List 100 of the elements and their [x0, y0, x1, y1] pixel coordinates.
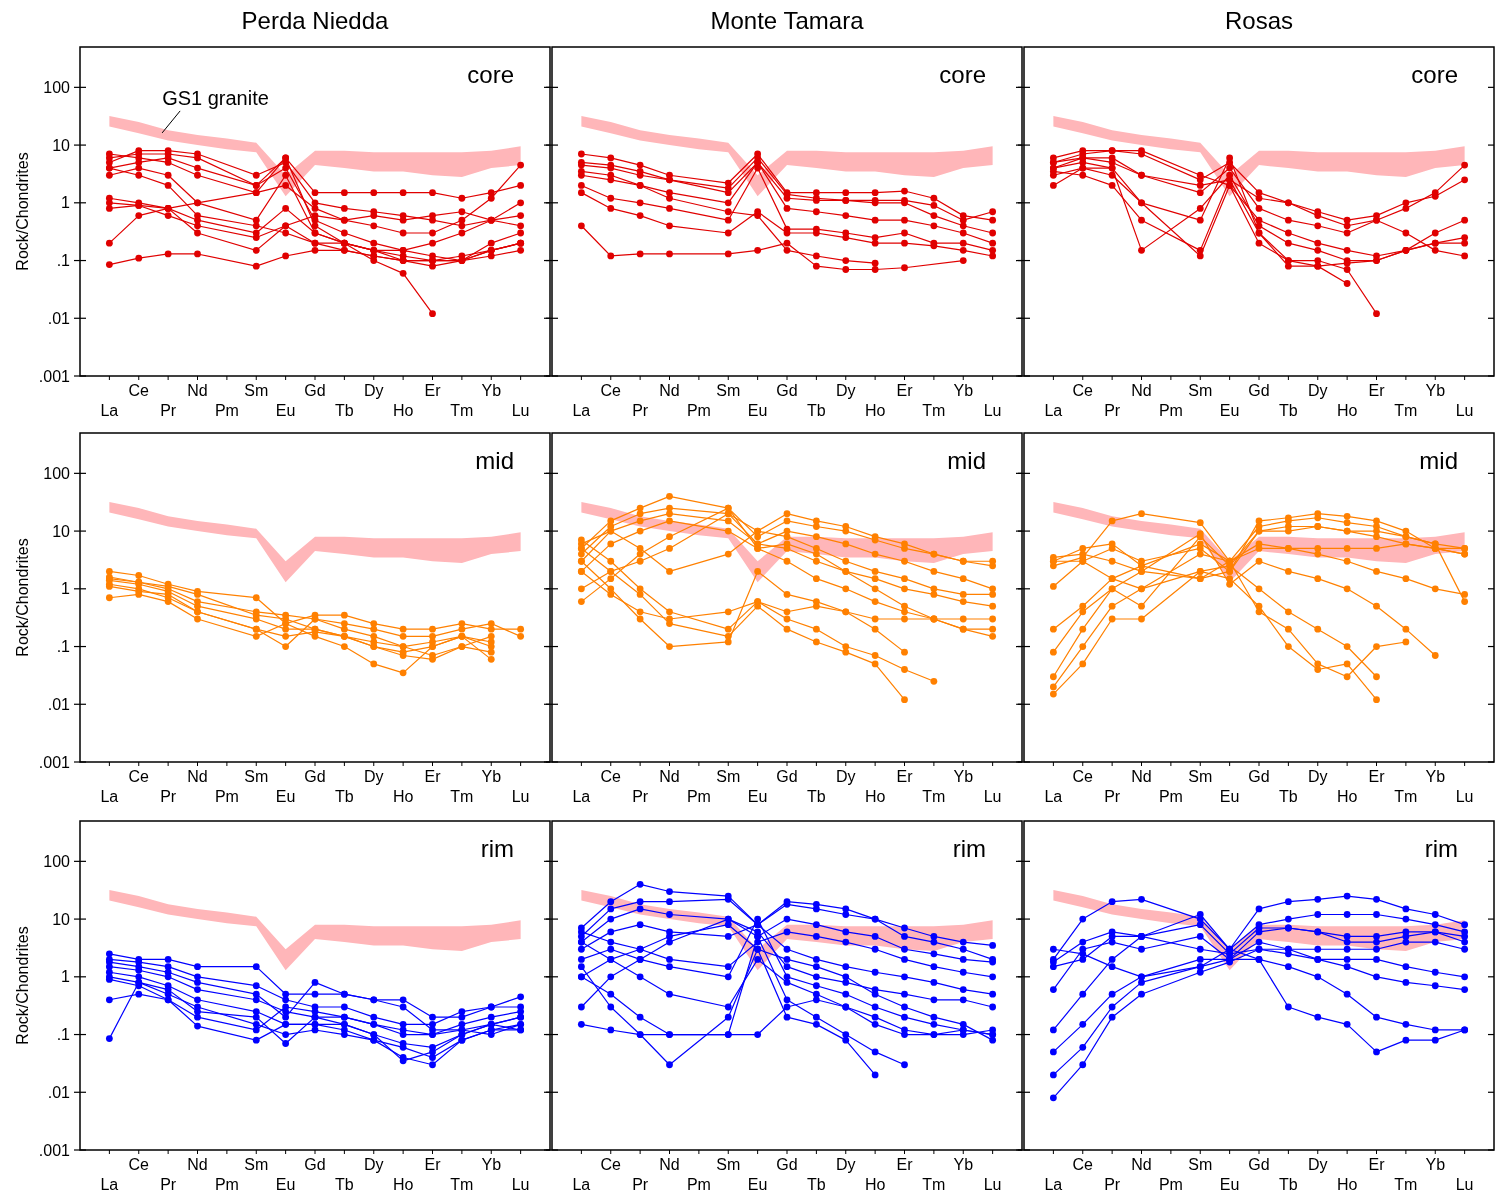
x-tick-label: Tb: [335, 788, 354, 805]
x-tick-label: Sm: [1188, 1156, 1213, 1173]
x-tick-label: Lu: [983, 788, 1002, 805]
annotation: core: [467, 61, 514, 88]
y-tick-label: 100: [43, 464, 71, 482]
x-tick-label: La: [1044, 788, 1063, 805]
x-tick-label: Er: [1368, 768, 1386, 785]
x-tick-label: Pm: [214, 402, 239, 419]
x-tick-label: Ce: [600, 1156, 622, 1173]
x-tick-label: Lu: [983, 1176, 1002, 1193]
y-tick-label: 100: [43, 852, 71, 870]
x-tick-label: Eu: [747, 1176, 768, 1193]
x-tick-label: La: [572, 788, 591, 805]
x-tick-label: Er: [896, 768, 914, 785]
x-tick-label: Dy: [363, 382, 384, 399]
x-tick-label: Tm: [922, 1176, 946, 1193]
x-tick-label: Tb: [1279, 402, 1298, 419]
y-tick-label: .1: [56, 1026, 71, 1044]
x-tick-label: Pm: [214, 1176, 239, 1193]
x-tick-label: Ce: [128, 1156, 150, 1173]
x-tick-label: Gd: [776, 382, 798, 399]
x-tick-label: Ho: [392, 788, 414, 805]
x-tick-label: Ho: [864, 1176, 886, 1193]
x-tick-label: Tm: [1394, 788, 1418, 805]
x-tick-label: Pr: [160, 1176, 177, 1193]
x-tick-label: Gd: [1248, 1156, 1270, 1173]
x-tick-label: Ce: [600, 768, 622, 785]
x-tick-label: La: [100, 1176, 119, 1193]
x-tick-label: Nd: [1131, 1156, 1152, 1173]
x-tick-label: Sm: [716, 382, 741, 399]
x-tick-label: Er: [1368, 1156, 1386, 1173]
y-tick-label: 1: [61, 580, 71, 598]
x-tick-label: Dy: [1307, 382, 1328, 399]
annotation: core: [1411, 61, 1458, 88]
x-tick-label: Nd: [1131, 382, 1152, 399]
x-tick-label: Ce: [1072, 768, 1094, 785]
x-tick-label: Dy: [835, 1156, 856, 1173]
y-tick-label: 10: [52, 910, 71, 928]
x-tick-label: Ho: [1336, 1176, 1358, 1193]
annotation: mid: [947, 447, 986, 474]
x-tick-label: La: [572, 402, 591, 419]
x-tick-label: Lu: [511, 1176, 530, 1193]
x-tick-label: Sm: [1188, 768, 1213, 785]
x-tick-label: Ho: [864, 402, 886, 419]
x-tick-label: Eu: [747, 402, 768, 419]
x-tick-label: Dy: [363, 1156, 384, 1173]
x-tick-label: Er: [896, 1156, 914, 1173]
x-tick-label: Pm: [686, 402, 711, 419]
x-tick-label: Dy: [1307, 1156, 1328, 1173]
y-tick-label: .01: [47, 1083, 71, 1101]
x-tick-label: Eu: [275, 788, 296, 805]
x-tick-label: Tm: [450, 788, 474, 805]
x-tick-label: Pr: [632, 1176, 649, 1193]
x-tick-label: Pm: [214, 788, 239, 805]
x-tick-label: Tb: [1279, 788, 1298, 805]
x-tick-label: Sm: [716, 1156, 741, 1173]
x-tick-label: Tm: [922, 402, 946, 419]
x-tick-label: Ce: [1072, 382, 1094, 399]
x-tick-label: Ce: [128, 768, 150, 785]
x-tick-label: Lu: [511, 402, 530, 419]
x-tick-label: Yb: [1425, 768, 1446, 785]
x-tick-label: Er: [424, 768, 442, 785]
y-tick-label: .1: [56, 638, 71, 656]
x-tick-label: Pm: [1158, 402, 1183, 419]
x-tick-label: La: [1044, 402, 1063, 419]
y-tick-label: 1: [61, 968, 71, 986]
x-tick-label: Gd: [304, 1156, 326, 1173]
x-tick-label: Lu: [511, 788, 530, 805]
x-tick-label: Gd: [1248, 382, 1270, 399]
x-tick-label: Pm: [1158, 788, 1183, 805]
x-tick-label: Ho: [392, 1176, 414, 1193]
x-tick-label: Dy: [835, 768, 856, 785]
x-tick-label: Pm: [1158, 1176, 1183, 1193]
x-tick-label: Eu: [275, 402, 296, 419]
x-tick-label: Nd: [187, 1156, 208, 1173]
y-tick-label: 100: [43, 78, 71, 96]
x-tick-label: Ho: [1336, 402, 1358, 419]
x-tick-label: Tm: [1394, 402, 1418, 419]
x-tick-label: Ce: [1072, 1156, 1094, 1173]
annotation: mid: [475, 447, 514, 474]
x-tick-label: Nd: [1131, 768, 1152, 785]
annotation: rim: [480, 835, 514, 862]
y-tick-label: 10: [52, 522, 71, 540]
x-tick-label: Sm: [244, 1156, 269, 1173]
x-tick-label: Nd: [659, 382, 680, 399]
x-tick-label: Tm: [1394, 1176, 1418, 1193]
chart-title: Monte Tamara: [710, 7, 865, 34]
y-axis-title: Rock/Chondrites: [14, 926, 31, 1045]
y-axis-title: Rock/Chondrites: [14, 538, 31, 657]
x-tick-label: Sm: [244, 382, 269, 399]
x-tick-label: Tb: [807, 402, 826, 419]
x-tick-label: Gd: [304, 768, 326, 785]
x-tick-label: Yb: [1425, 382, 1446, 399]
x-tick-label: Tm: [922, 788, 946, 805]
x-tick-label: Tm: [450, 1176, 474, 1193]
x-tick-label: Yb: [953, 1156, 974, 1173]
x-tick-label: Eu: [1219, 402, 1240, 419]
x-tick-label: Gd: [776, 1156, 798, 1173]
x-tick-label: Yb: [481, 768, 502, 785]
x-tick-label: Sm: [716, 768, 741, 785]
